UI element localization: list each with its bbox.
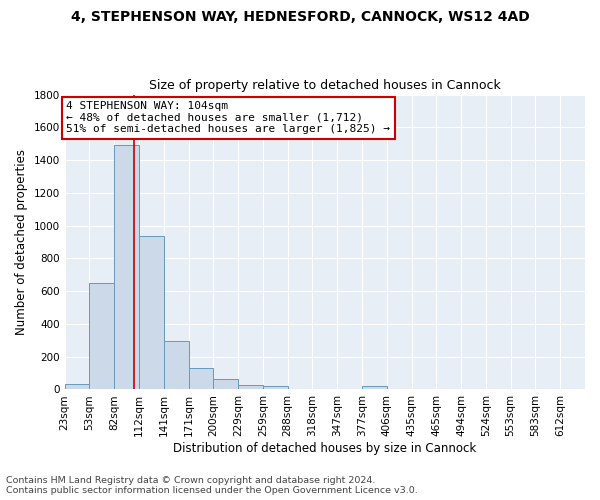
Bar: [263, 386, 287, 390]
Bar: [238, 386, 263, 390]
Bar: [287, 388, 313, 390]
Bar: [139, 236, 164, 390]
Text: Contains HM Land Registry data © Crown copyright and database right 2024.
Contai: Contains HM Land Registry data © Crown c…: [6, 476, 418, 495]
Bar: [114, 146, 139, 390]
Bar: [164, 341, 188, 390]
Y-axis label: Number of detached properties: Number of detached properties: [15, 149, 28, 335]
Bar: [337, 388, 362, 390]
Bar: [188, 368, 214, 390]
Bar: [362, 386, 387, 390]
Bar: [65, 384, 89, 390]
Text: 4 STEPHENSON WAY: 104sqm
← 48% of detached houses are smaller (1,712)
51% of sem: 4 STEPHENSON WAY: 104sqm ← 48% of detach…: [67, 101, 391, 134]
X-axis label: Distribution of detached houses by size in Cannock: Distribution of detached houses by size …: [173, 442, 476, 455]
Bar: [89, 283, 114, 390]
Title: Size of property relative to detached houses in Cannock: Size of property relative to detached ho…: [149, 79, 501, 92]
Bar: [313, 388, 337, 390]
Bar: [214, 379, 238, 390]
Text: 4, STEPHENSON WAY, HEDNESFORD, CANNOCK, WS12 4AD: 4, STEPHENSON WAY, HEDNESFORD, CANNOCK, …: [71, 10, 529, 24]
